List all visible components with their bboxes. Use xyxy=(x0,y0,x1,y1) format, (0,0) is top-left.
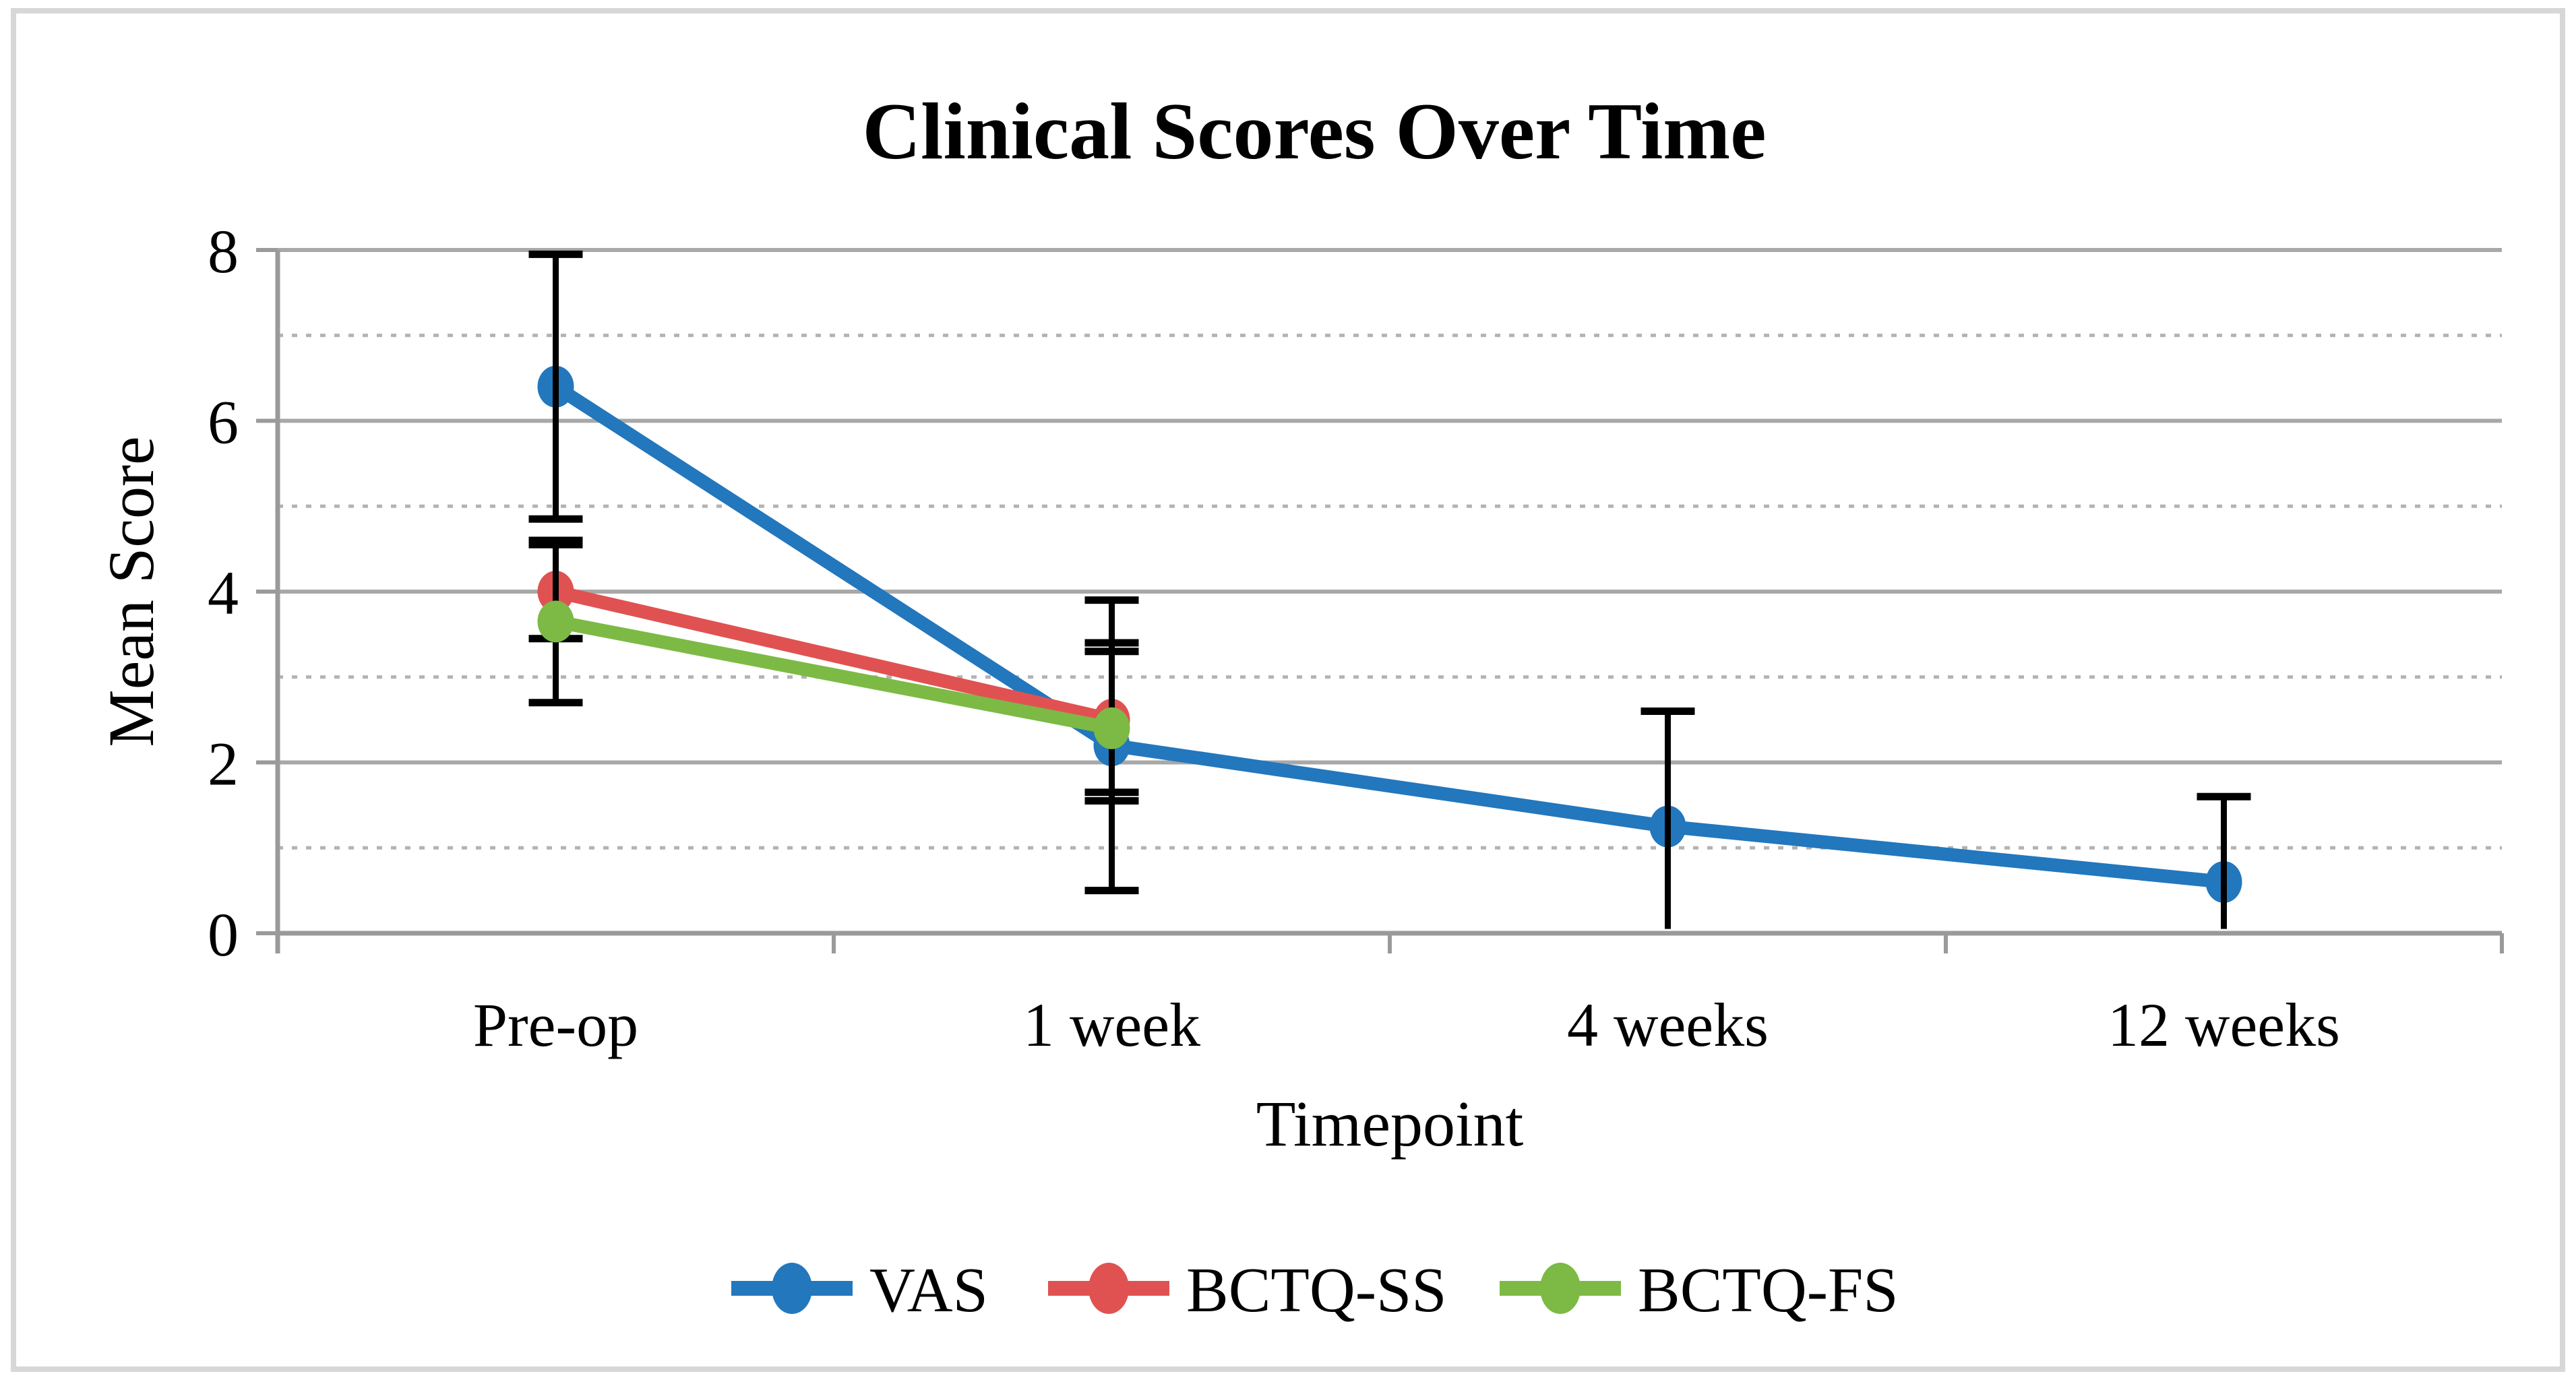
axes-layer xyxy=(256,248,2504,953)
legend-marker-bctq-fs xyxy=(1540,1263,1581,1314)
legend-item-bctq-fs: BCTQ-FS xyxy=(1500,1255,1899,1325)
x-tick-label-1: 1 week xyxy=(1023,991,1200,1059)
gridlines-layer xyxy=(278,248,2502,850)
series-group-bctq-fs xyxy=(528,536,1139,805)
y-tick-label-8: 8 xyxy=(208,217,239,286)
legend-label-vas: VAS xyxy=(869,1255,988,1325)
y-axis-title: Mean Score xyxy=(95,436,167,747)
legend-layer: VAS BCTQ-SS BCTQ-FS xyxy=(731,1255,1899,1325)
y-tick-label-0: 0 xyxy=(208,900,239,969)
legend-item-bctq-ss: BCTQ-SS xyxy=(1048,1255,1447,1325)
data-point-bctq-fs-0 xyxy=(537,600,574,643)
series-line-vas xyxy=(549,379,2231,889)
x-tick-label-2: 4 weeks xyxy=(1567,991,1769,1059)
y-tick-label-2: 2 xyxy=(208,730,239,798)
x-tick-label-3: 12 weeks xyxy=(2108,991,2340,1059)
series-line-bctq-ss xyxy=(549,585,1119,727)
tick-labels-layer: 8 6 4 2 0 Pre-op 1 week 4 weeks 12 weeks xyxy=(208,217,2340,1059)
figure-border xyxy=(11,8,2565,1372)
legend-label-bctq-ss: BCTQ-SS xyxy=(1186,1255,1447,1325)
x-axis-title: Timepoint xyxy=(1256,1088,1524,1160)
series-line-bctq-fs xyxy=(549,615,1119,735)
y-tick-label-6: 6 xyxy=(208,388,239,457)
series-group-vas xyxy=(528,250,2251,929)
legend-label-bctq-fs: BCTQ-FS xyxy=(1638,1255,1899,1325)
chart-title: Clinical Scores Over Time xyxy=(862,86,1766,176)
series-layer xyxy=(528,250,2251,929)
x-tick-label-0: Pre-op xyxy=(473,991,638,1059)
legend-item-vas: VAS xyxy=(731,1255,988,1325)
legend-marker-bctq-ss xyxy=(1088,1263,1129,1314)
legend-marker-vas xyxy=(772,1263,812,1314)
data-point-bctq-fs-1 xyxy=(1093,707,1130,749)
y-tick-label-4: 4 xyxy=(208,559,239,627)
